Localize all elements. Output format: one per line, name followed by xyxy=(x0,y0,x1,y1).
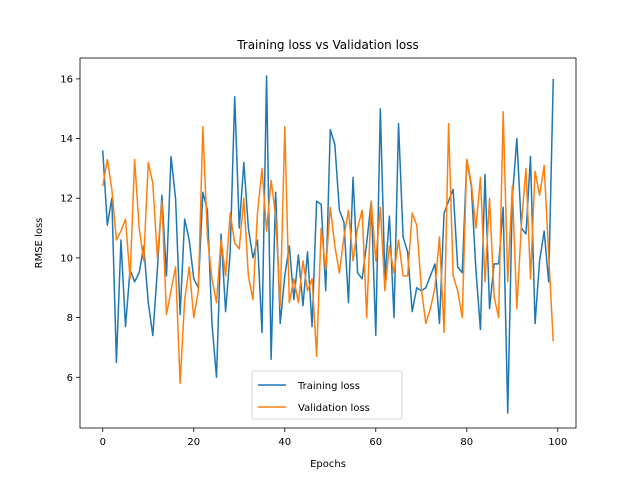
legend: Training loss Validation loss xyxy=(251,370,403,420)
y-tick-label: 12 xyxy=(60,194,73,205)
y-tick-label: 14 xyxy=(60,134,73,145)
y-tick-label: 6 xyxy=(67,373,73,384)
x-axis-ticks: 0 20 40 60 80 100 xyxy=(100,428,567,448)
series-line-validation-loss xyxy=(102,110,554,384)
y-axis-label: RMSE loss xyxy=(34,218,45,269)
x-tick-label: 40 xyxy=(278,437,291,448)
plot-frame xyxy=(79,57,577,429)
x-axis-label: Epochs xyxy=(310,459,346,470)
y-tick-label: 10 xyxy=(60,253,73,264)
y-tick-label: 8 xyxy=(67,313,73,324)
y-axis-ticks: 6 8 10 12 14 16 xyxy=(60,74,80,384)
x-tick-label: 0 xyxy=(100,437,106,448)
legend-label-validation: Validation loss xyxy=(298,403,370,414)
x-tick-label: 20 xyxy=(187,437,200,448)
y-tick-label: 16 xyxy=(60,74,73,85)
series-line-training-loss xyxy=(102,75,554,414)
chart-title: Training loss vs Validation loss xyxy=(236,38,419,52)
legend-label-training: Training loss xyxy=(297,381,360,392)
x-tick-label: 100 xyxy=(548,437,567,448)
x-tick-label: 60 xyxy=(369,437,382,448)
legend-box xyxy=(251,370,403,420)
x-tick-label: 80 xyxy=(460,437,473,448)
series-layer xyxy=(102,75,554,414)
